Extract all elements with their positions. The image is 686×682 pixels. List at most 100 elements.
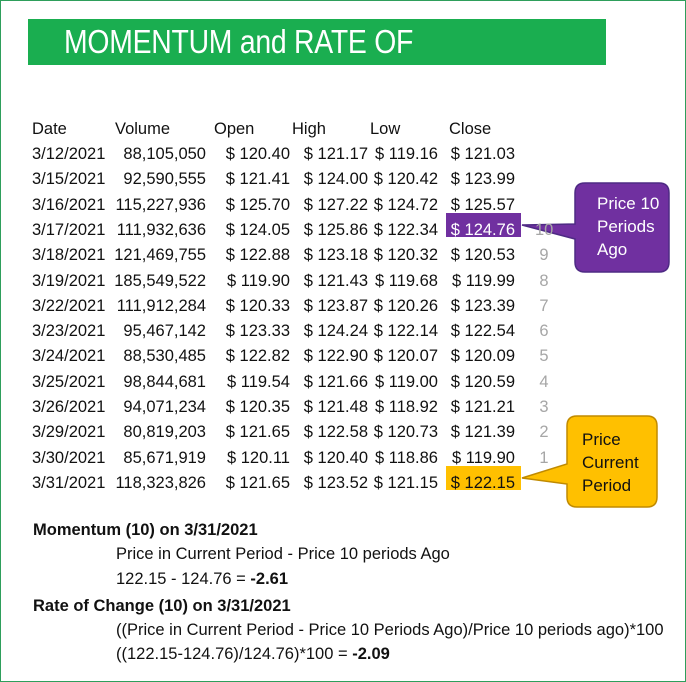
cell-low: $ 122.14 xyxy=(373,322,438,341)
current-price-highlight xyxy=(446,466,521,490)
cell-volume: 118,323,826 xyxy=(115,473,206,492)
cell-open: $ 121.41 xyxy=(225,170,290,189)
cell-high: $ 123.87 xyxy=(303,296,368,315)
cell-high: $ 121.48 xyxy=(303,398,368,416)
period-index: 10 xyxy=(535,220,554,239)
cell-low: $ 121.15 xyxy=(373,473,438,492)
momentum-calc-expression: 122.15 - 124.76 = xyxy=(116,570,251,588)
cell-open: $ 120.11 xyxy=(226,448,290,467)
cell-volume: 80,819,203 xyxy=(123,423,206,442)
cell-low: $ 120.26 xyxy=(373,296,438,315)
column-header-high: High xyxy=(292,120,326,138)
cell-date: 3/19/2021 xyxy=(32,271,106,290)
momentum-formula: Price in Current Period - Price 10 perio… xyxy=(116,545,450,563)
cell-volume: 94,071,234 xyxy=(123,398,206,416)
cell-open: $ 119.54 xyxy=(226,372,290,391)
past-price-highlight xyxy=(446,213,521,237)
period-index: 6 xyxy=(539,322,549,341)
cell-high: $ 121.17 xyxy=(303,145,368,163)
cell-open: $ 119.90 xyxy=(226,271,290,290)
cell-open: $ 122.82 xyxy=(225,347,290,366)
cell-low: $ 119.00 xyxy=(374,372,438,391)
cell-close: $ 123.39 xyxy=(450,296,515,315)
period-index: 8 xyxy=(539,271,549,290)
cell-close: $ 125.57 xyxy=(450,195,515,214)
cell-date: 3/31/2021 xyxy=(32,473,106,492)
cell-date: 3/29/2021 xyxy=(32,423,106,442)
callout-line: Period xyxy=(582,476,632,495)
cell-open: $ 120.35 xyxy=(225,398,290,416)
cell-open: $ 124.05 xyxy=(225,220,290,239)
roc-calc-expression: ((122.15-124.76)/124.76)*100 = xyxy=(116,645,353,663)
callout-line: Current xyxy=(582,453,639,472)
cell-low: $ 120.07 xyxy=(373,347,438,366)
cell-date: 3/17/2021 xyxy=(32,220,106,239)
cell-high: $ 123.18 xyxy=(303,246,368,265)
momentum-result: -2.61 xyxy=(250,570,289,588)
cell-high: $ 127.22 xyxy=(303,195,368,214)
column-header-low: Low xyxy=(370,120,401,138)
period-index: 1 xyxy=(539,448,549,467)
cell-low: $ 118.92 xyxy=(374,398,438,416)
column-header-volume: Volume xyxy=(115,120,171,138)
cell-high: $ 122.90 xyxy=(303,347,368,366)
momentum-calculation: 122.15 - 124.76 = -2.61 xyxy=(116,568,288,590)
column-header-open: Open xyxy=(214,120,255,138)
cell-close: $ 122.54 xyxy=(450,322,515,341)
callout-line: Ago xyxy=(597,240,628,259)
cell-low: $ 122.34 xyxy=(373,220,438,239)
cell-volume: 88,530,485 xyxy=(123,347,206,366)
cell-high: $ 120.40 xyxy=(303,448,368,467)
roc-calculation: ((122.15-124.76)/124.76)*100 = -2.09 xyxy=(116,643,390,665)
cell-high: $ 122.58 xyxy=(303,423,368,442)
period-index: 3 xyxy=(539,398,549,416)
column-header-date: Date xyxy=(32,120,67,138)
cell-close: $ 122.15 xyxy=(450,473,515,492)
column-header-close: Close xyxy=(449,120,492,138)
roc-result: -2.09 xyxy=(352,645,390,663)
cell-low: $ 119.16 xyxy=(374,145,438,163)
cell-date: 3/16/2021 xyxy=(32,195,106,214)
period-index: 7 xyxy=(539,296,549,315)
cell-high: $ 124.24 xyxy=(303,322,368,341)
period-index: 4 xyxy=(539,372,549,391)
roc-title: Rate of Change (10) on 3/31/2021 xyxy=(33,597,291,615)
cell-open: $ 125.70 xyxy=(225,195,290,214)
cell-high: $ 125.86 xyxy=(303,220,368,239)
cell-date: 3/25/2021 xyxy=(32,372,106,391)
cell-close: $ 120.59 xyxy=(450,372,515,391)
cell-date: 3/24/2021 xyxy=(32,347,106,366)
cell-high: $ 124.00 xyxy=(303,170,368,189)
cell-high: $ 121.66 xyxy=(303,372,368,391)
cell-low: $ 124.72 xyxy=(373,195,438,214)
cell-close: $ 121.39 xyxy=(450,423,515,442)
cell-open: $ 121.65 xyxy=(225,423,290,442)
period-index: 9 xyxy=(539,246,549,265)
cell-low: $ 119.68 xyxy=(374,271,438,290)
cell-open: $ 120.33 xyxy=(225,296,290,315)
cell-date: 3/22/2021 xyxy=(32,296,106,315)
cell-volume: 185,549,522 xyxy=(114,271,206,290)
callout-price-10-periods-ago: Price 10 Periods Ago xyxy=(597,192,659,261)
cell-volume: 95,467,142 xyxy=(123,322,206,341)
page-title-text: MOMENTUM and RATE OF CHANGE xyxy=(64,23,414,106)
callout-price-current-period-shape xyxy=(521,415,658,508)
cell-volume: 111,912,284 xyxy=(116,296,206,315)
cell-date: 3/15/2021 xyxy=(32,170,106,189)
cell-open: $ 121.65 xyxy=(225,473,290,492)
callout-line: Price xyxy=(582,430,621,449)
callout-line: Price 10 xyxy=(597,194,660,213)
cell-date: 3/30/2021 xyxy=(32,448,106,467)
period-index: 5 xyxy=(539,347,549,366)
cell-high: $ 123.52 xyxy=(303,473,368,492)
cell-close: $ 123.99 xyxy=(450,170,515,189)
cell-date: 3/18/2021 xyxy=(32,246,106,265)
period-index: 2 xyxy=(539,423,549,442)
cell-volume: 98,844,681 xyxy=(123,372,206,391)
cell-open: $ 123.33 xyxy=(225,322,290,341)
cell-close: $ 119.90 xyxy=(451,448,515,467)
cell-low: $ 120.73 xyxy=(373,423,438,442)
cell-close: $ 121.21 xyxy=(450,398,515,416)
cell-volume: 121,469,755 xyxy=(114,246,206,265)
page-title: MOMENTUM and RATE OF CHANGE xyxy=(28,19,606,106)
